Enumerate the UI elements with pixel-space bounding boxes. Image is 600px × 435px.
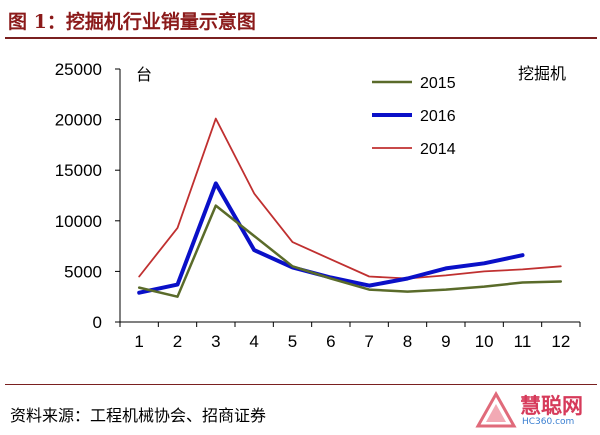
y-axis-unit-label: 台	[136, 66, 152, 84]
series-line-2015	[137, 204, 563, 298]
x-tick-label: 9	[441, 332, 450, 351]
y-tick-label: 25000	[55, 60, 102, 79]
series-layer	[137, 117, 563, 298]
x-tick-label: 8	[403, 332, 412, 351]
watermark: 慧聪网 HC360.com	[470, 388, 598, 434]
legend-label-2016: 2016	[420, 108, 456, 125]
x-tick-label: 2	[173, 332, 182, 351]
x-tick-label: 4	[249, 332, 258, 351]
series-line-2014	[138, 117, 562, 280]
chart-title: 挖掘机	[518, 65, 566, 83]
y-tick-label: 15000	[55, 161, 102, 180]
x-tick-label: 6	[326, 332, 335, 351]
y-tick-label: 10000	[55, 212, 102, 231]
legend-label-2015: 2015	[420, 75, 456, 92]
x-tick-label: 3	[211, 332, 220, 351]
title-bar: 图 1：挖掘机行业销量示意图	[0, 0, 600, 39]
source-note: 资料来源：工程机械协会、招商证券	[10, 406, 267, 425]
x-tick-label: 1	[134, 332, 143, 351]
legend-label-2014: 2014	[420, 141, 456, 158]
source-divider	[5, 384, 597, 385]
series-line-2016	[137, 181, 525, 295]
y-tick-label: 20000	[55, 111, 102, 130]
y-tick-label: 0	[93, 313, 102, 332]
y-tick-label: 5000	[64, 262, 102, 281]
x-tick-label: 7	[364, 332, 373, 351]
page-title: 图 1：挖掘机行业销量示意图	[8, 11, 256, 33]
x-tick-label: 11	[514, 332, 532, 351]
watermark-text: 慧聪网	[520, 394, 583, 418]
watermark-logo-icon	[475, 390, 517, 428]
x-tick-label: 5	[288, 332, 297, 351]
x-tick-label: 12	[551, 332, 570, 351]
legend: 2015 2016 2014	[372, 75, 456, 158]
watermark-subtext: HC360.com	[522, 417, 575, 427]
title-divider	[5, 37, 597, 39]
x-tick-label: 10	[475, 332, 494, 351]
